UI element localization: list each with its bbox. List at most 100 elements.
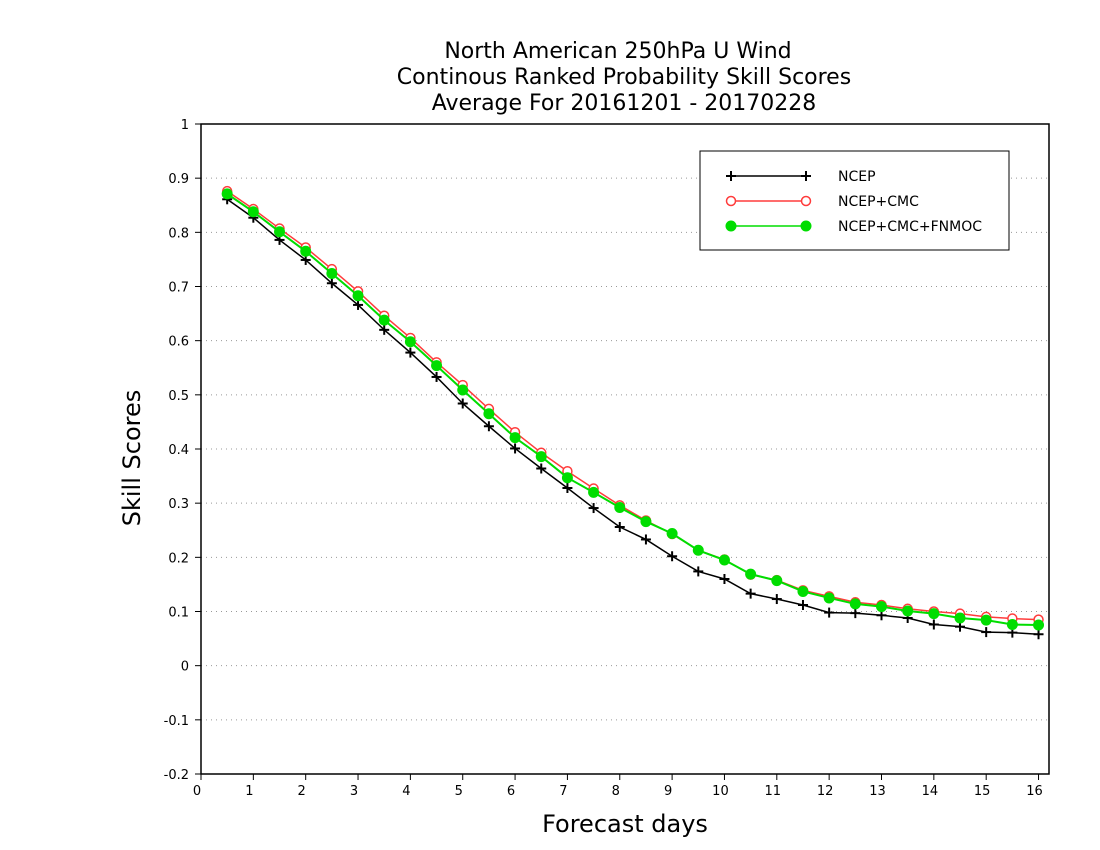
- series-ncep-point-4: [326, 278, 337, 289]
- series-ncep-point-20: [745, 588, 756, 599]
- series-ncep-cmc-fnmoc-point-26: [902, 605, 914, 617]
- series-ncep-point-11: [510, 443, 521, 454]
- legend-item-ncep-cmc-marker-start: [725, 195, 737, 207]
- y-tick-label-4: 0.2: [168, 551, 189, 566]
- x-tick-label-12: 12: [817, 784, 834, 799]
- grid-lines: [201, 177, 1049, 721]
- series-ncep-point-16: [640, 534, 651, 545]
- legend-item-ncep-cmc-fnmoc-marker-start: [725, 220, 737, 232]
- series-ncep-cmc-fnmoc-point-3: [300, 245, 312, 257]
- legend: NCEP NCEP+CMC NCEP+CMC+FNMOC: [699, 150, 1010, 251]
- series-ncep-cmc-fnmoc-point-7: [404, 336, 416, 348]
- series-ncep-cmc-fnmoc-point-8: [431, 360, 443, 372]
- title-line-2: Continous Ranked Probability Skill Score…: [397, 65, 851, 90]
- series-ncep-cmc-fnmoc-point-22: [797, 585, 809, 597]
- series-ncep-cmc-fnmoc-point-24: [849, 598, 861, 610]
- series-ncep-cmc-fnmoc-point-11: [509, 432, 521, 444]
- y-tick-label-2: 0: [181, 660, 189, 675]
- series-ncep-cmc-fnmoc-point-0: [221, 188, 233, 200]
- y-axis-label: Skill Scores: [118, 390, 146, 527]
- series-ncep-point-9: [457, 398, 468, 409]
- y-tick-label-11: 0.9: [168, 172, 189, 187]
- legend-item-ncep-cmc-marker-end: [800, 195, 812, 207]
- series-ncep-point-19: [719, 574, 730, 584]
- series-ncep-cmc-fnmoc-point-21: [771, 575, 783, 587]
- y-tick-label-9: 0.7: [168, 281, 189, 296]
- series-ncep-cmc-fnmoc-point-20: [745, 568, 757, 580]
- legend-item-ncep-marker-end: [801, 171, 811, 181]
- x-tick-label-16: 16: [1026, 784, 1043, 799]
- series-ncep-point-10: [483, 421, 494, 432]
- legend-item-ncep-label: NCEP: [838, 169, 876, 185]
- legend-item-ncep-cmc-fnmoc-label: NCEP+CMC+FNMOC: [838, 219, 982, 235]
- y-tick-label-1: -0.1: [164, 714, 189, 729]
- series-ncep-point-29: [981, 627, 992, 638]
- y-tick-label-5: 0.3: [168, 497, 189, 512]
- legend-item-ncep: NCEP: [726, 169, 876, 185]
- series-ncep-point-23: [824, 607, 835, 618]
- x-tick-label-0: 0: [193, 784, 201, 799]
- series-ncep-cmc-fnmoc-point-29: [980, 614, 992, 626]
- series-ncep-point-12: [536, 463, 547, 474]
- x-tick-label-13: 13: [869, 784, 886, 799]
- series-ncep-cmc-fnmoc-point-18: [692, 544, 704, 556]
- series-ncep-point-22: [797, 600, 808, 610]
- x-tick-label-14: 14: [922, 784, 939, 799]
- x-tick-label-1: 1: [245, 784, 253, 799]
- series-ncep-cmc-fnmoc-point-19: [718, 554, 730, 566]
- x-tick-label-11: 11: [765, 784, 782, 799]
- series-ncep-cmc-fnmoc-point-23: [823, 592, 835, 604]
- series-ncep-point-13: [562, 483, 573, 493]
- series-ncep-cmc-fnmoc-point-2: [274, 226, 286, 238]
- series-ncep-cmc-fnmoc-point-31: [1033, 619, 1045, 631]
- series-ncep-point-8: [431, 371, 442, 382]
- series-ncep-point-6: [379, 324, 390, 335]
- series-ncep-point-17: [667, 551, 678, 562]
- title-line-1: North American 250hPa U Wind: [444, 39, 791, 64]
- series-ncep-point-21: [771, 594, 782, 605]
- x-tick-label-10: 10: [712, 784, 729, 799]
- series-ncep-point-14: [588, 503, 599, 514]
- axes: -0.2-0.100.10.20.30.40.50.60.70.80.910 1 2…: [164, 118, 1050, 799]
- series-ncep-cmc-fnmoc-point-16: [640, 516, 652, 528]
- x-axis-label: Forecast days: [542, 810, 708, 838]
- y-tick-label-10: 0.8: [168, 226, 189, 241]
- x-tick-label-9: 9: [664, 784, 672, 799]
- legend-item-ncep-marker-start: [726, 171, 736, 181]
- series-ncep-point-15: [614, 522, 625, 532]
- x-tick-label-4: 4: [402, 784, 410, 799]
- series-ncep-cmc-fnmoc-point-12: [535, 451, 547, 463]
- series-ncep-cmc-fnmoc-point-10: [483, 408, 495, 420]
- x-tick-label-7: 7: [559, 784, 567, 799]
- series-ncep-cmc-fnmoc-point-15: [614, 502, 626, 513]
- series-ncep-cmc-fnmoc-point-17: [666, 528, 678, 539]
- series-ncep-cmc-fnmoc-point-4: [326, 268, 338, 279]
- y-tick-label-3: 0.1: [168, 606, 189, 621]
- series-ncep-cmc-fnmoc: [221, 188, 1045, 631]
- x-tick-label-15: 15: [974, 784, 991, 799]
- legend-item-ncep-cmc-fnmoc: NCEP+CMC+FNMOC: [725, 219, 982, 235]
- chart-title: North American 250hPa U Wind Continous R…: [397, 39, 851, 116]
- series-ncep-point-5: [353, 299, 364, 310]
- legend-item-ncep-cmc: NCEP+CMC: [725, 194, 919, 210]
- series-ncep-cmc-fnmoc-point-14: [588, 486, 600, 498]
- y-tick-label-12: 1: [181, 118, 189, 133]
- legend-item-ncep-cmc-fnmoc-marker-end: [800, 220, 812, 232]
- series-ncep-cmc-fnmoc-point-6: [378, 314, 390, 326]
- series-ncep-cmc-fnmoc-point-9: [457, 384, 469, 396]
- series-ncep-cmc-fnmoc-point-13: [561, 472, 573, 484]
- title-line-3: Average For 20161201 - 20170228: [432, 91, 817, 116]
- data-series: [221, 185, 1045, 640]
- legend-item-ncep-cmc-label: NCEP+CMC: [838, 194, 919, 210]
- x-tick-label-5: 5: [455, 784, 463, 799]
- series-ncep-cmc-fnmoc-point-1: [247, 206, 259, 218]
- series-ncep-cmc-fnmoc-point-25: [875, 601, 887, 613]
- series-ncep-cmc-fnmoc-point-28: [954, 612, 966, 624]
- series-ncep: [222, 194, 1044, 640]
- series-ncep-cmc-fnmoc-point-30: [1006, 619, 1018, 630]
- x-tick-label-6: 6: [507, 784, 515, 799]
- series-ncep-cmc: [221, 185, 1044, 625]
- series-ncep-line: [226, 198, 1039, 635]
- series-ncep-point-18: [693, 566, 704, 577]
- series-ncep-cmc-fnmoc-line: [226, 193, 1039, 627]
